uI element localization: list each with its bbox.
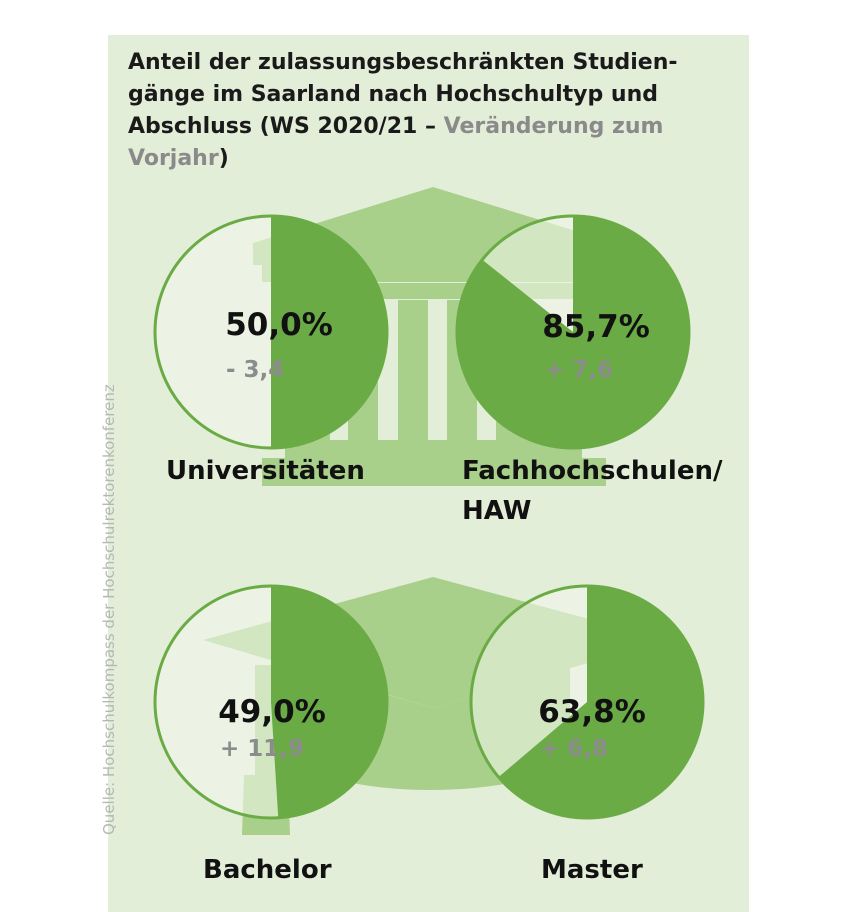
bachelor-label: Bachelor [203, 855, 332, 885]
bachelor-value-label: 49,0% [218, 694, 326, 730]
fachhochschulen-label-line-1: Fachhochschulen/ [462, 456, 723, 486]
title-main: Anteil der zulassungsbeschränkten Studie… [128, 50, 678, 139]
bachelor-pie-outline [153, 584, 389, 820]
master-change-label: + 6,8 [540, 736, 609, 762]
universitaeten-change-label: - 3,4 [226, 357, 285, 383]
title-change-highlight: Veränderung zum Vorjahr [128, 114, 664, 171]
universitaeten-pie-slice [271, 216, 387, 448]
universitaeten-value-label: 50,0% [225, 307, 333, 343]
universitaeten-label: Universitäten [166, 456, 365, 486]
master-pie-outline [469, 584, 705, 820]
bachelor-change-label: + 11,9 [220, 736, 305, 762]
title-end: ) [218, 146, 229, 171]
fachhochschulen-label-line-2: HAW [462, 496, 532, 526]
fachhochschulen-change-label: + 7,6 [545, 357, 614, 383]
bachelor-pie-slice [271, 586, 388, 818]
master-value-label: 63,8% [538, 694, 646, 730]
fachhochschulen-pie-outline [455, 214, 691, 450]
universitaeten-pie-outline [153, 214, 389, 450]
fachhochschulen-value-label: 85,7% [542, 309, 650, 345]
master-label: Master [541, 855, 643, 885]
master-pie-slice [498, 586, 703, 818]
fachhochschulen-pie-slice [457, 216, 689, 448]
chart-title: Anteil der zulassungsbeschränkten Studie… [128, 47, 708, 175]
